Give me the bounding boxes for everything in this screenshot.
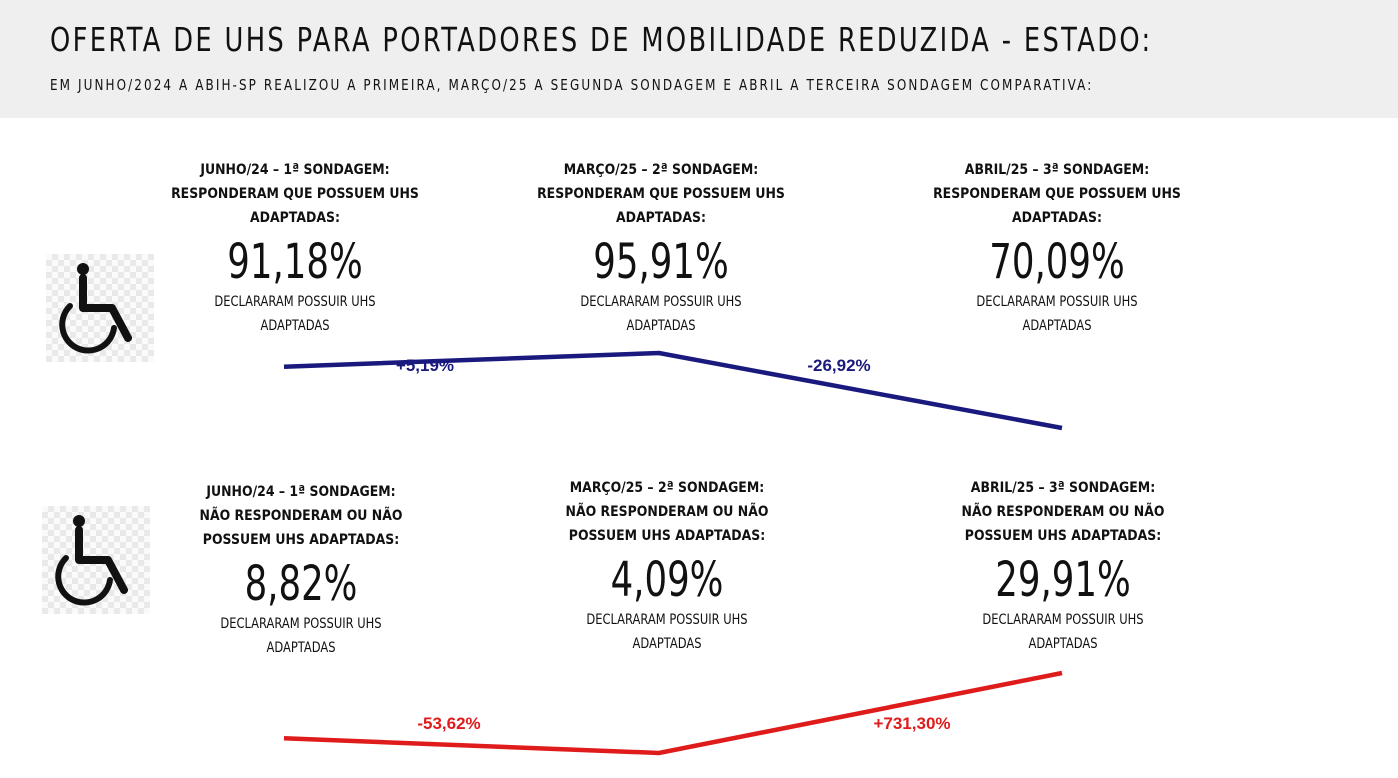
survey-block-mar25-adapted: MARÇO/25 – 2ª SONDAGEM: RESPONDERAM QUE … [516,158,806,338]
survey-heading: JUNHO/24 – 1ª SONDAGEM: RESPONDERAM QUE … [171,162,419,226]
survey-heading: MARÇO/25 – 2ª SONDAGEM: NÃO RESPONDERAM … [565,480,769,544]
survey-description: DECLARARAM POSSUIR UHS ADAPTADAS [586,612,748,652]
survey-description: DECLARARAM POSSUIR UHS ADAPTADAS [580,294,742,334]
survey-block-abr25-adapted: ABRIL/25 – 3ª SONDAGEM: RESPONDERAM QUE … [912,158,1202,338]
survey-description: DECLARARAM POSSUIR UHS ADAPTADAS [976,294,1138,334]
change-label: -53,62% [417,714,480,733]
wheelchair-icon [46,254,154,362]
change-label: -26,92% [807,356,870,375]
survey-description: DECLARARAM POSSUIR UHS ADAPTADAS [220,616,382,656]
survey-heading: ABRIL/25 – 3ª SONDAGEM: NÃO RESPONDERAM … [961,480,1165,544]
survey-block-jun24-not-adapted: JUNHO/24 – 1ª SONDAGEM: NÃO RESPONDERAM … [156,480,446,660]
survey-percentage: 91,18% [227,234,363,290]
change-label: +731,30% [873,714,950,733]
series-line-not-adapted [283,670,1063,756]
series-line-adapted [283,350,1063,431]
survey-block-jun24-adapted: JUNHO/24 – 1ª SONDAGEM: RESPONDERAM QUE … [150,158,440,338]
header-banner: OFERTA DE UHS PARA PORTADORES DE MOBILID… [0,0,1398,118]
page-title: OFERTA DE UHS PARA PORTADORES DE MOBILID… [50,20,1153,59]
survey-block-mar25-not-adapted: MARÇO/25 – 2ª SONDAGEM: NÃO RESPONDERAM … [522,476,812,656]
survey-percentage: 70,09% [989,234,1125,290]
survey-percentage: 95,91% [593,234,729,290]
survey-heading: ABRIL/25 – 3ª SONDAGEM: RESPONDERAM QUE … [933,162,1181,226]
survey-description: DECLARARAM POSSUIR UHS ADAPTADAS [982,612,1144,652]
change-label: +5,19% [396,356,454,375]
survey-percentage: 29,91% [995,552,1131,608]
wheelchair-icon [42,506,150,614]
survey-description: DECLARARAM POSSUIR UHS ADAPTADAS [214,294,376,334]
survey-percentage: 8,82% [244,556,358,612]
survey-heading: MARÇO/25 – 2ª SONDAGEM: RESPONDERAM QUE … [537,162,785,226]
survey-heading: JUNHO/24 – 1ª SONDAGEM: NÃO RESPONDERAM … [199,484,403,548]
survey-block-abr25-not-adapted: ABRIL/25 – 3ª SONDAGEM: NÃO RESPONDERAM … [918,476,1208,656]
survey-percentage: 4,09% [610,552,724,608]
page-subtitle: EM JUNHO/2024 A ABIH-SP REALIZOU A PRIME… [50,76,1094,94]
